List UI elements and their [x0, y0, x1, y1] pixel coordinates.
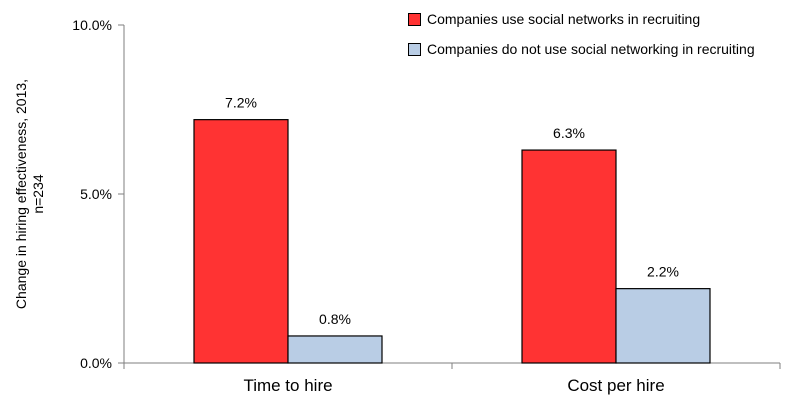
- legend-label-series-1: Companies use social networks in recruit…: [427, 11, 701, 27]
- legend-label-series-2: Companies do not use social networking i…: [427, 41, 755, 57]
- bar-series-2-cat-2: [615, 288, 711, 364]
- data-label-series-2-cat-1: 0.8%: [319, 311, 351, 327]
- y-axis-label-line: Change in hiring effectiveness, 2013,: [13, 79, 29, 309]
- legend-swatch-series-1: [408, 13, 421, 26]
- data-label-series-1-cat-1: 7.2%: [225, 95, 257, 111]
- legend-item-series-1: Companies use social networks in recruit…: [408, 10, 788, 28]
- y-axis-label-line: n=234: [30, 174, 46, 214]
- data-label-series-2-cat-2: 2.2%: [647, 264, 679, 280]
- legend-item-series-2: Companies do not use social networking i…: [408, 40, 788, 58]
- y-axis-title: Change in hiring effectiveness, 2013,n=2…: [13, 79, 46, 309]
- data-labels: 7.2% 0.8% 6.3% 2.2%: [225, 95, 679, 327]
- y-tick-label: 10.0%: [72, 17, 112, 33]
- y-axis-label: Change in hiring effectiveness, 2013,n=2…: [13, 79, 46, 309]
- x-tick-label: Time to hire: [243, 376, 332, 395]
- bar-series-1-cat-1: [193, 119, 289, 364]
- y-axis: 0.0% 5.0% 10.0%: [72, 17, 125, 371]
- legend-swatch-series-2: [408, 43, 421, 56]
- bar-series-2-cat-1: [287, 335, 383, 364]
- bar-series-1-cat-2: [521, 149, 617, 364]
- legend: Companies use social networks in recruit…: [408, 10, 788, 70]
- y-tick-label: 0.0%: [80, 355, 112, 371]
- bars: [193, 119, 711, 364]
- data-label-series-1-cat-2: 6.3%: [553, 125, 585, 141]
- x-axis: Time to hire Cost per hire: [123, 362, 781, 395]
- x-tick-label: Cost per hire: [567, 376, 664, 395]
- y-tick-label: 5.0%: [80, 186, 112, 202]
